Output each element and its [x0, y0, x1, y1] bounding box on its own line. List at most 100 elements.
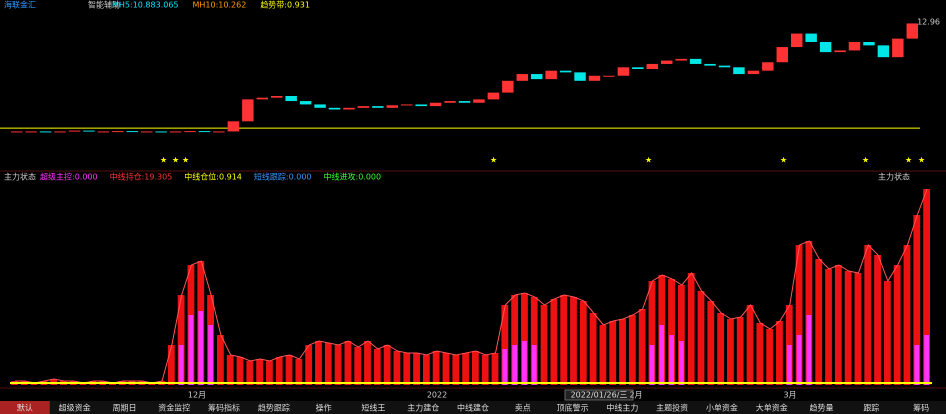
- price-label: 12.96: [917, 18, 940, 27]
- red-bar: [364, 341, 371, 385]
- candle: [834, 50, 846, 53]
- red-bar: [619, 319, 626, 385]
- candle: [386, 105, 398, 108]
- indicator-name: 智能辅助: [88, 0, 120, 10]
- candle: [776, 47, 788, 63]
- red-bar: [236, 357, 244, 385]
- candle: [429, 102, 442, 107]
- red-bar: [511, 295, 519, 385]
- candle: [516, 74, 528, 81]
- candle: [892, 38, 904, 58]
- candle: [343, 107, 355, 110]
- red-bar: [727, 319, 734, 385]
- red-bar: [628, 315, 636, 385]
- tab[interactable]: 操作: [316, 403, 332, 413]
- star: ★: [905, 156, 912, 165]
- magenta-bar: [198, 311, 204, 385]
- candle: [531, 74, 543, 80]
- magenta-bar: [522, 341, 527, 385]
- tab[interactable]: 大单资金: [756, 403, 788, 413]
- candle: [97, 131, 110, 133]
- red-bar: [746, 305, 754, 385]
- tab[interactable]: 筹码指标: [208, 403, 240, 413]
- tab[interactable]: 筹码: [913, 403, 929, 413]
- candle: [328, 107, 341, 110]
- red-bar: [815, 259, 823, 385]
- red-bar: [413, 353, 420, 385]
- red-bar: [550, 299, 558, 385]
- red-bar: [560, 295, 568, 385]
- candle: [473, 99, 485, 103]
- red-bar: [462, 353, 469, 385]
- legend-item: 中线持仓:19.305: [110, 172, 173, 182]
- red-bar: [825, 269, 832, 385]
- tab[interactable]: 主题投资: [656, 403, 688, 413]
- candle: [877, 45, 890, 58]
- star: ★: [645, 156, 652, 165]
- tab[interactable]: 短线王: [361, 403, 385, 413]
- tab[interactable]: 趋势量: [810, 403, 834, 413]
- candle: [632, 67, 644, 69]
- candle: [54, 131, 66, 133]
- tab[interactable]: 默认: [17, 403, 33, 413]
- red-bar: [216, 335, 224, 385]
- red-bar: [589, 313, 597, 385]
- red-bar: [648, 281, 656, 385]
- tab[interactable]: 小单资金: [706, 403, 738, 413]
- star: ★: [160, 156, 167, 165]
- red-bar: [609, 321, 617, 385]
- red-bar: [834, 265, 842, 385]
- candle: [11, 131, 23, 133]
- tab[interactable]: 周期日: [112, 404, 136, 413]
- red-bar: [344, 341, 352, 385]
- legend-item: 中线进攻:0.000: [324, 172, 382, 182]
- tab[interactable]: 跟踪: [863, 403, 879, 413]
- candle: [689, 58, 702, 64]
- legend-item: 中线仓位:0.914: [184, 172, 242, 182]
- tab[interactable]: 卖点: [515, 404, 531, 413]
- candle: [906, 23, 918, 39]
- tab[interactable]: 资金监控: [158, 403, 190, 413]
- red-bar: [452, 355, 460, 385]
- tab[interactable]: 超级资金: [59, 403, 91, 413]
- candle: [791, 33, 803, 48]
- candle: [314, 104, 326, 108]
- tab[interactable]: 中线主力: [606, 403, 638, 413]
- red-bar: [638, 309, 646, 385]
- candle: [704, 63, 716, 66]
- star: ★: [172, 156, 179, 165]
- red-bar: [167, 345, 175, 385]
- red-bar: [707, 301, 715, 385]
- candle: [458, 101, 471, 103]
- star: ★: [862, 156, 869, 165]
- candle: [675, 58, 687, 61]
- magenta-bar: [531, 345, 537, 385]
- header-item: MH10:10.262: [193, 1, 247, 10]
- magenta-bar: [512, 345, 518, 385]
- tab[interactable]: 顶底警示: [557, 403, 589, 413]
- header-item: MH5:10.883.065: [112, 1, 179, 10]
- axis-label: 2022: [427, 391, 447, 400]
- red-bar: [756, 323, 764, 385]
- candle: [68, 130, 81, 132]
- candle: [227, 121, 240, 132]
- red-bar: [540, 305, 548, 385]
- candle: [415, 104, 427, 107]
- tab[interactable]: 主力建仓: [407, 403, 439, 413]
- magenta-bar: [649, 345, 655, 385]
- red-bar: [432, 351, 440, 385]
- magenta-bar: [178, 345, 184, 385]
- candle: [559, 70, 572, 73]
- tab[interactable]: 中线建仓: [457, 403, 489, 413]
- red-bar: [913, 215, 921, 385]
- candle: [646, 63, 658, 69]
- red-bar: [530, 297, 538, 385]
- red-bar: [668, 279, 675, 385]
- magenta-bar: [188, 315, 194, 385]
- magenta-bar: [208, 325, 213, 385]
- red-bar: [795, 245, 803, 385]
- candle: [574, 72, 586, 81]
- magenta-bar: [914, 345, 920, 385]
- tab[interactable]: 趋势跟踪: [258, 403, 290, 413]
- candle: [372, 106, 384, 108]
